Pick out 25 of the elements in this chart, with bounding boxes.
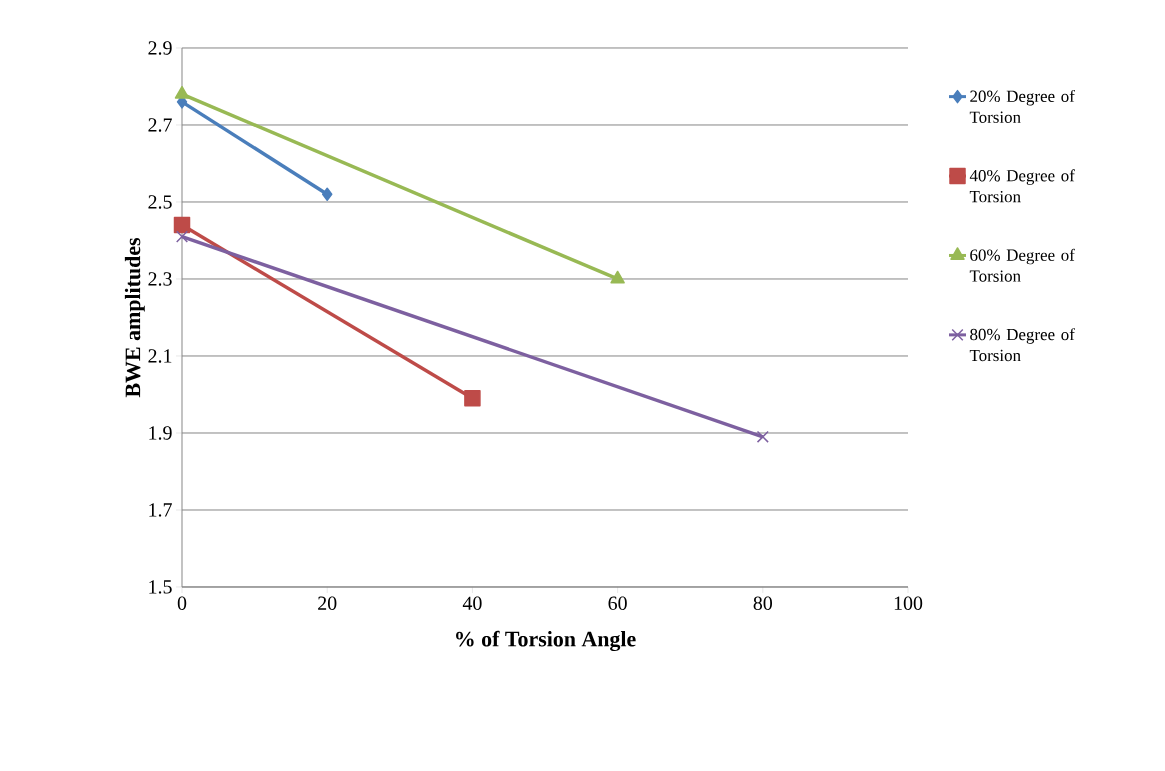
x-tick-label: 100	[894, 596, 923, 610]
point	[175, 230, 189, 243]
y-tick-label: 1.7	[149, 503, 172, 517]
y-axis-title: BWE amplitudes	[124, 237, 145, 398]
legend-label: 20% Degree of Torsion	[969, 89, 1075, 123]
x-tick-label: 60	[608, 596, 627, 610]
legend-label: 60% Degree of Torsion	[969, 248, 1075, 282]
y-tick-label: 1.5	[149, 580, 172, 594]
y-tick-label: 2.3	[148, 272, 172, 286]
legend-label: 80% Degree of Torsion	[969, 328, 1075, 362]
x-tick-label: 20	[318, 596, 337, 610]
point	[321, 187, 333, 202]
y-tick-label: 2.5	[148, 195, 172, 209]
point	[173, 216, 191, 234]
y-tick-label: 1.9	[149, 426, 172, 440]
y-tick-label: 2.1	[148, 349, 172, 363]
legend-label: 40% Degree of Torsion	[969, 169, 1075, 203]
y-tick-label: 2.9	[148, 41, 172, 55]
point	[464, 390, 481, 407]
x-axis-title: % of Torsion Angle	[456, 630, 636, 652]
x-tick-label: 0	[177, 596, 187, 610]
y-tick-label: 2.7	[148, 118, 172, 132]
x-tick-label: 40	[462, 596, 482, 610]
x-tick-label: 80	[753, 596, 773, 610]
point	[756, 430, 769, 443]
